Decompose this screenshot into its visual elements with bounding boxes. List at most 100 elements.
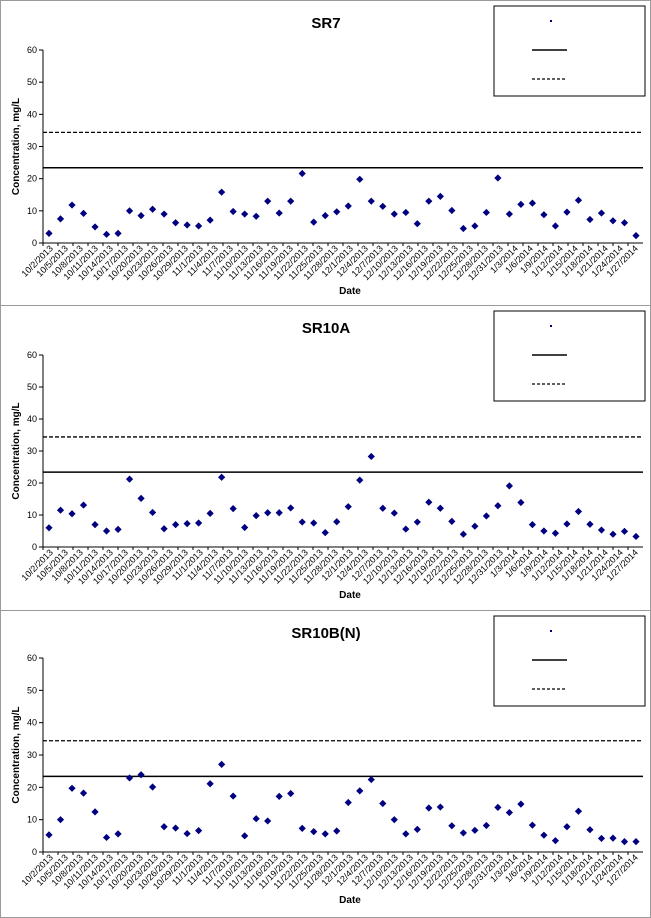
chart-title: SR10A [302, 320, 351, 337]
data-point [609, 217, 617, 225]
data-point [137, 494, 145, 502]
data-point [390, 816, 398, 824]
data-point [91, 808, 99, 816]
y-axis-label: Concentration, mg/L [11, 706, 22, 803]
data-point [206, 216, 214, 224]
data-point [563, 823, 571, 831]
data-point [321, 529, 329, 537]
y-tick-label: 50 [27, 685, 37, 695]
data-point [56, 816, 65, 824]
data-point [574, 196, 583, 204]
legend-marker [550, 325, 552, 327]
data-point [160, 823, 168, 831]
y-tick-label: 30 [27, 446, 37, 456]
data-point [540, 211, 548, 219]
data-point [68, 784, 76, 792]
data-point [448, 517, 456, 525]
data-point [195, 827, 203, 835]
data-point [632, 232, 640, 240]
y-axis-label: Concentration, mg/L [11, 98, 22, 195]
data-point [218, 188, 226, 196]
chart-panel-sr10bn: SR10B(N) 0 10 20 30 40 50 60 10/2/2013 10/5/2013 1… [0, 610, 651, 918]
data-point [459, 530, 467, 538]
data-point [482, 512, 490, 520]
data-point [528, 199, 537, 207]
data-point [45, 524, 53, 532]
data-point [505, 482, 513, 490]
legend [493, 615, 646, 707]
data-point [551, 837, 560, 845]
data-point [517, 498, 525, 507]
data-point [402, 830, 410, 838]
data-point [56, 506, 65, 514]
data-point [102, 833, 111, 842]
data-point [275, 792, 283, 800]
data-point [632, 838, 640, 846]
data-point [229, 207, 237, 216]
data-point [287, 197, 295, 205]
data-point [241, 832, 249, 840]
data-point [632, 532, 640, 541]
data-point [413, 518, 421, 526]
data-point [586, 826, 594, 834]
data-point [241, 210, 249, 218]
data-point [356, 175, 364, 183]
y-tick-label: 10 [27, 815, 37, 825]
y-tick-label: 20 [27, 782, 37, 792]
y-tick-label: 60 [27, 45, 37, 55]
data-point [195, 519, 203, 527]
data-point [45, 229, 53, 237]
data-point [436, 803, 444, 811]
data-point [344, 202, 352, 210]
data-point [79, 209, 88, 218]
data-point [264, 197, 272, 205]
data-point [321, 830, 329, 838]
data-point [367, 197, 375, 205]
data-point [448, 822, 456, 830]
data-point [252, 512, 260, 520]
data-point [79, 789, 88, 797]
x-axis-label: Date [339, 590, 361, 601]
data-point [586, 215, 594, 224]
data-point [379, 799, 387, 808]
data-point [620, 838, 629, 846]
data-point [183, 520, 191, 528]
data-point [425, 804, 433, 812]
data-point [148, 783, 157, 791]
data-point [68, 201, 76, 209]
data-point [551, 529, 560, 537]
data-point [148, 205, 157, 213]
y-tick-label: 40 [27, 109, 37, 119]
data-point [310, 218, 318, 226]
data-point [183, 829, 191, 838]
data-point [574, 507, 583, 516]
data-point [528, 821, 537, 829]
data-point [160, 525, 168, 533]
legend-marker [550, 630, 552, 632]
data-point [448, 206, 456, 215]
data-point [298, 518, 306, 526]
data-point [471, 522, 479, 530]
data-point [148, 508, 157, 517]
data-point [413, 825, 421, 833]
data-point [551, 222, 560, 230]
data-point [125, 207, 134, 215]
data-point [597, 526, 606, 534]
y-tick-label: 10 [27, 206, 37, 216]
legend-box [493, 310, 646, 402]
data-point [402, 208, 410, 217]
data-point [494, 174, 502, 182]
data-point [137, 212, 145, 220]
data-point [494, 502, 502, 510]
data-point [114, 229, 122, 237]
data-point [252, 815, 260, 823]
data-point [321, 212, 329, 220]
data-point [68, 510, 76, 518]
data-point [574, 807, 583, 815]
data-point [114, 830, 122, 838]
data-point [287, 504, 295, 512]
data-point [218, 760, 226, 768]
y-tick-label: 40 [27, 414, 37, 424]
y-tick-label: 50 [27, 382, 37, 392]
data-point [436, 504, 444, 512]
